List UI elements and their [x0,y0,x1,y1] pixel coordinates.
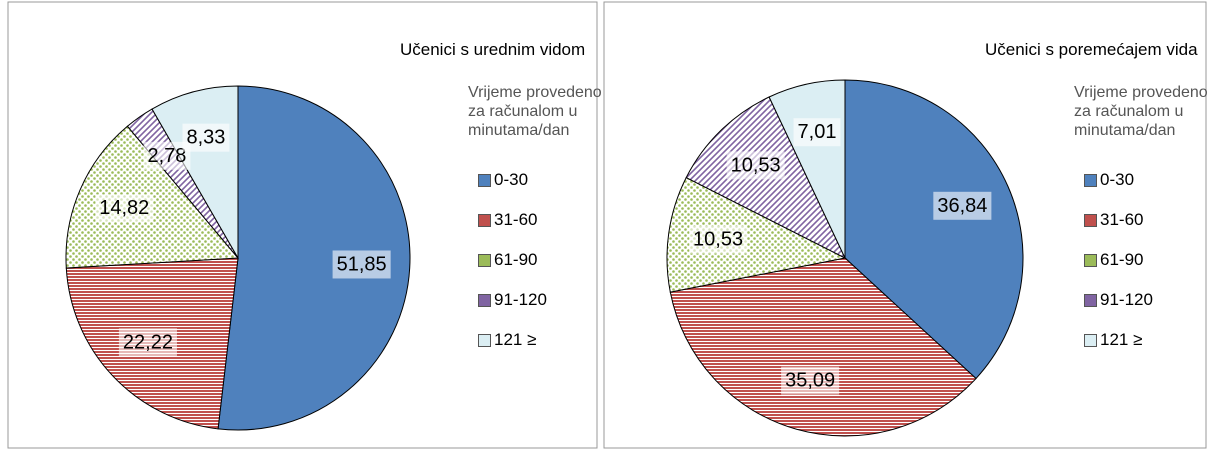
data-label-bg [781,366,840,395]
legend-item: 0-30 [1084,170,1134,190]
pie-slice [217,85,411,431]
legend-label: 61-90 [1100,250,1144,269]
legend-swatch [1084,173,1097,187]
legend-swatch [478,253,491,267]
legend-label: 91-120 [1100,290,1153,309]
data-label-bg [933,191,992,220]
data-label-bg [689,225,748,254]
legend-item: 121 ≥ [478,330,536,350]
pie-slice [669,257,977,437]
legend-title: Vrijeme provedeno za računalom u minutam… [1074,84,1208,139]
data-label: 2,78 [148,145,187,167]
legend-item: 31-60 [1084,210,1143,230]
legend-label: 121 ≥ [494,330,537,349]
legend-label: 61-90 [494,250,538,269]
pie-slice [666,176,847,293]
data-label: 10,53 [731,154,781,176]
legend-label: 0-30 [1100,170,1135,189]
legend-swatch [1084,333,1097,347]
chart-title: Učenici s urednim vidom [400,40,586,59]
data-label-bg [726,151,785,180]
panel-border [603,1,1207,449]
legend-label: 121 ≥ [1100,330,1143,349]
data-label: 14,82 [99,197,149,219]
legend-title: Vrijeme provedeno za računalom u minutam… [468,84,602,139]
legend-swatch [1084,293,1097,307]
data-label-bg [182,123,230,152]
legend-item: 91-120 [1084,290,1153,310]
legend-item: 61-90 [478,250,537,270]
legend-item: 121 ≥ [1084,330,1142,350]
legend-item: 0-30 [478,170,528,190]
legend-label: 91-120 [494,290,547,309]
pie-slice [844,79,1024,380]
data-label: 22,22 [123,331,173,353]
data-label-bg [332,250,391,279]
legend-label: 31-60 [494,210,538,229]
data-label: 10,53 [693,229,743,251]
legend-swatch [478,173,491,187]
legend-swatch [478,333,491,347]
data-label: 8,33 [186,127,225,149]
legend-item: 61-90 [1084,250,1143,270]
pie [666,79,1024,437]
panel-border [7,1,598,449]
legend-swatch [1084,253,1097,267]
legend-swatch [478,293,491,307]
data-label-bg [793,118,841,147]
data-label: 51,85 [337,253,387,275]
chart-title: Učenici s poremećajem vida [985,40,1198,59]
data-label-bg [95,194,154,223]
legend-label: 0-30 [494,170,529,189]
legend-swatch [478,213,491,227]
legend-swatch [1084,213,1097,227]
data-label-bg [118,328,177,357]
data-label: 7,01 [798,121,837,143]
data-label: 36,84 [937,195,987,217]
legend-label: 31-60 [1100,210,1144,229]
legend-item: 91-120 [478,290,547,310]
data-label: 35,09 [785,370,835,392]
legend-item: 31-60 [478,210,537,230]
